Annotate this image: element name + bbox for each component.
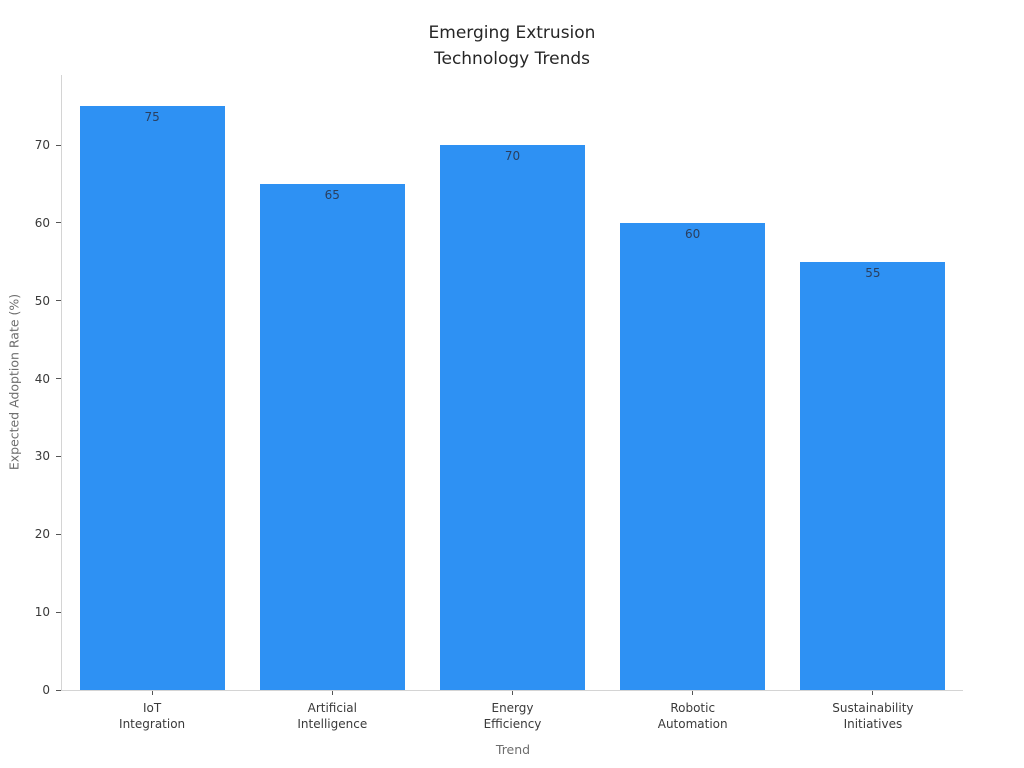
bar-artificial-intelligence: 65: [259, 183, 405, 690]
y-tick-mark: [56, 378, 61, 380]
y-tick-mark: [56, 611, 61, 613]
chart-title: Emerging Extrusion Technology Trends: [428, 23, 596, 69]
x-tick-mark: [151, 691, 153, 695]
y-tick-label: 10: [34, 605, 50, 620]
bar-value-label: 55: [865, 265, 881, 280]
y-tick-mark: [56, 455, 61, 457]
x-axis-spine: [61, 690, 963, 691]
x-tick-label: Energy Efficiency: [483, 701, 542, 731]
x-tick-mark: [692, 691, 694, 695]
bar-iot-integration: 75: [79, 106, 225, 690]
x-tick-label: Robotic Automation: [657, 701, 728, 731]
y-axis-title: Expected Adoption Rate (%): [6, 293, 22, 471]
x-axis-title: Trend: [495, 742, 531, 757]
bar-robotic-automation: 60: [620, 222, 766, 690]
bar-energy-efficiency: 70: [440, 145, 585, 690]
y-tick-mark: [56, 689, 61, 691]
y-tick-label: 60: [34, 215, 50, 230]
y-axis-spine: [61, 75, 62, 690]
bar-sustainability-initiatives: 55: [800, 261, 946, 690]
y-tick-mark: [56, 533, 61, 535]
y-tick-label: 0: [42, 683, 50, 697]
x-tick-mark: [512, 691, 513, 695]
bar-value-label: 70: [504, 149, 521, 164]
x-tick-mark: [872, 691, 874, 695]
y-tick-mark: [56, 222, 61, 224]
x-tick-mark: [331, 691, 333, 695]
x-tick-label: Sustainability Initiatives: [832, 701, 914, 731]
y-tick-mark: [56, 300, 61, 302]
y-tick-label: 30: [34, 449, 50, 464]
x-tick-label: Artificial Intelligence: [297, 701, 368, 731]
y-tick-label: 40: [34, 371, 50, 386]
y-tick-label: 50: [34, 293, 50, 308]
bar-value-label: 60: [685, 226, 701, 241]
x-tick-label: IoT Integration: [119, 701, 186, 731]
bar-value-label: 65: [324, 187, 340, 202]
y-tick-label: 70: [34, 138, 50, 153]
y-tick-mark: [56, 144, 61, 146]
y-tick-label: 20: [34, 527, 50, 542]
bar-value-label: 75: [144, 110, 160, 125]
